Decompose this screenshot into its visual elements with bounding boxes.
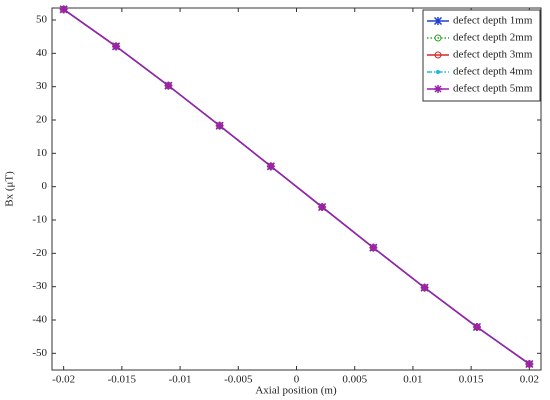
y-tick-label: 10 — [36, 147, 48, 159]
legend-marker — [434, 85, 442, 93]
legend-marker — [433, 16, 443, 26]
marker — [525, 360, 534, 368]
legend-label: defect depth 3mm — [453, 49, 533, 61]
series-line — [63, 8, 530, 365]
x-tick-label: -0.02 — [52, 374, 75, 386]
marker — [164, 81, 173, 90]
legend-marker — [436, 70, 440, 74]
legend-label: defect depth 2mm — [453, 32, 533, 44]
x-tick-label: 0.01 — [403, 374, 422, 386]
y-tick-label: 20 — [36, 114, 48, 126]
y-tick-label: -40 — [32, 314, 47, 326]
y-tick-label: 50 — [36, 14, 48, 26]
marker — [318, 203, 327, 211]
legend-label: defect depth 1mm — [453, 15, 533, 27]
y-tick-label: -50 — [32, 347, 47, 359]
y-tick-label: 0 — [42, 180, 48, 192]
legend-marker — [434, 34, 442, 42]
y-axis-label: Bx (μT) — [4, 171, 16, 207]
x-tick-label: -0.015 — [108, 374, 137, 386]
marker — [472, 323, 481, 331]
marker — [112, 42, 121, 51]
marker — [215, 121, 224, 130]
legend-label: defect depth 4mm — [453, 66, 533, 78]
marker — [266, 162, 275, 171]
marker — [369, 243, 378, 252]
y-tick-label: 40 — [36, 47, 48, 59]
y-tick-label: -10 — [32, 214, 47, 226]
legend-label: defect depth 5mm — [453, 83, 533, 95]
y-tick-label: -20 — [32, 247, 47, 259]
marker — [59, 5, 68, 14]
x-tick-label: -0.005 — [224, 374, 253, 386]
x-tick-label: 0.005 — [342, 374, 367, 386]
x-tick-label: 0 — [294, 374, 300, 386]
x-tick-label: 0.02 — [520, 374, 539, 386]
marker — [420, 283, 429, 292]
y-tick-label: -30 — [32, 280, 47, 292]
legend-marker — [434, 51, 442, 59]
y-tick-label: 30 — [36, 80, 48, 92]
x-tick-label: -0.01 — [169, 374, 192, 386]
x-axis-label: Axial position (m) — [255, 385, 337, 397]
x-tick-label: 0.015 — [459, 374, 484, 386]
